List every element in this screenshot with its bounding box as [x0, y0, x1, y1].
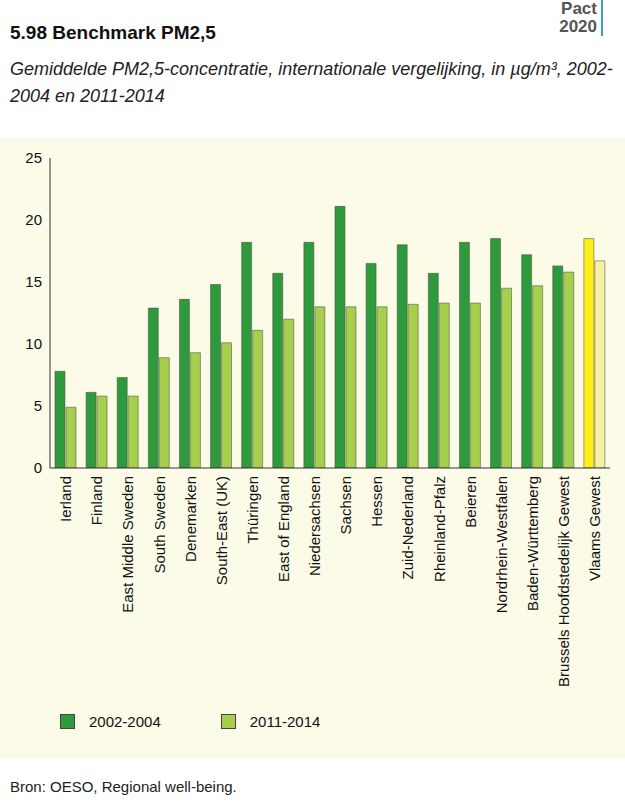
svg-text:5: 5 [34, 397, 42, 414]
svg-text:Baden-Württemberg: Baden-Württemberg [524, 476, 541, 611]
html-text:5.98 Benchmark PM2,5: 5.98 Benchmark PM2,5 [10, 22, 216, 43]
svg-text:10: 10 [25, 335, 42, 352]
svg-text:Sachsen: Sachsen [337, 476, 354, 534]
svg-text:Zuid-Nederland: Zuid-Nederland [399, 476, 416, 579]
svg-text:Hessen: Hessen [368, 476, 385, 527]
html-text:Pact 2020: Pact 2020 [559, 0, 597, 36]
html-text:2011-2014: 2011-2014 [249, 713, 321, 730]
svg-text:East Middle Sweden: East Middle Sweden [119, 476, 136, 613]
svg-text:Niedersachsen: Niedersachsen [306, 476, 323, 576]
svg-text:15: 15 [25, 273, 42, 290]
html-text:Bron: OESO, Regional well-bein: Bron: OESO, Regional well-being. [10, 778, 237, 795]
svg-text:Beieren: Beieren [462, 476, 479, 528]
svg-text:Finland: Finland [88, 476, 105, 525]
svg-text:20: 20 [25, 211, 42, 228]
svg-text:Nordrhein-Westfalen: Nordrhein-Westfalen [493, 476, 510, 613]
svg-text:Ierland: Ierland [57, 476, 74, 522]
svg-text:South-East (UK): South-East (UK) [213, 476, 230, 585]
svg-text:Thüringen: Thüringen [244, 476, 261, 544]
svg-text:Denemarken: Denemarken [182, 476, 199, 562]
svg-text:Brussels Hoofdstedelijk Gewest: Brussels Hoofdstedelijk Gewest [555, 475, 572, 687]
html-text:Gemiddelde PM2,5-concentratie,: Gemiddelde PM2,5-concentratie, internati… [10, 59, 613, 106]
svg-text:South Sweden: South Sweden [151, 476, 168, 574]
svg-text:East of England: East of England [275, 476, 292, 582]
svg-text:0: 0 [34, 459, 42, 476]
svg-text:Vlaams Gewest: Vlaams Gewest [586, 475, 603, 581]
html-text:2002-2004: 2002-2004 [89, 713, 161, 730]
svg-text:25: 25 [25, 149, 42, 166]
svg-text:Rheinland-Pfalz: Rheinland-Pfalz [431, 476, 448, 582]
